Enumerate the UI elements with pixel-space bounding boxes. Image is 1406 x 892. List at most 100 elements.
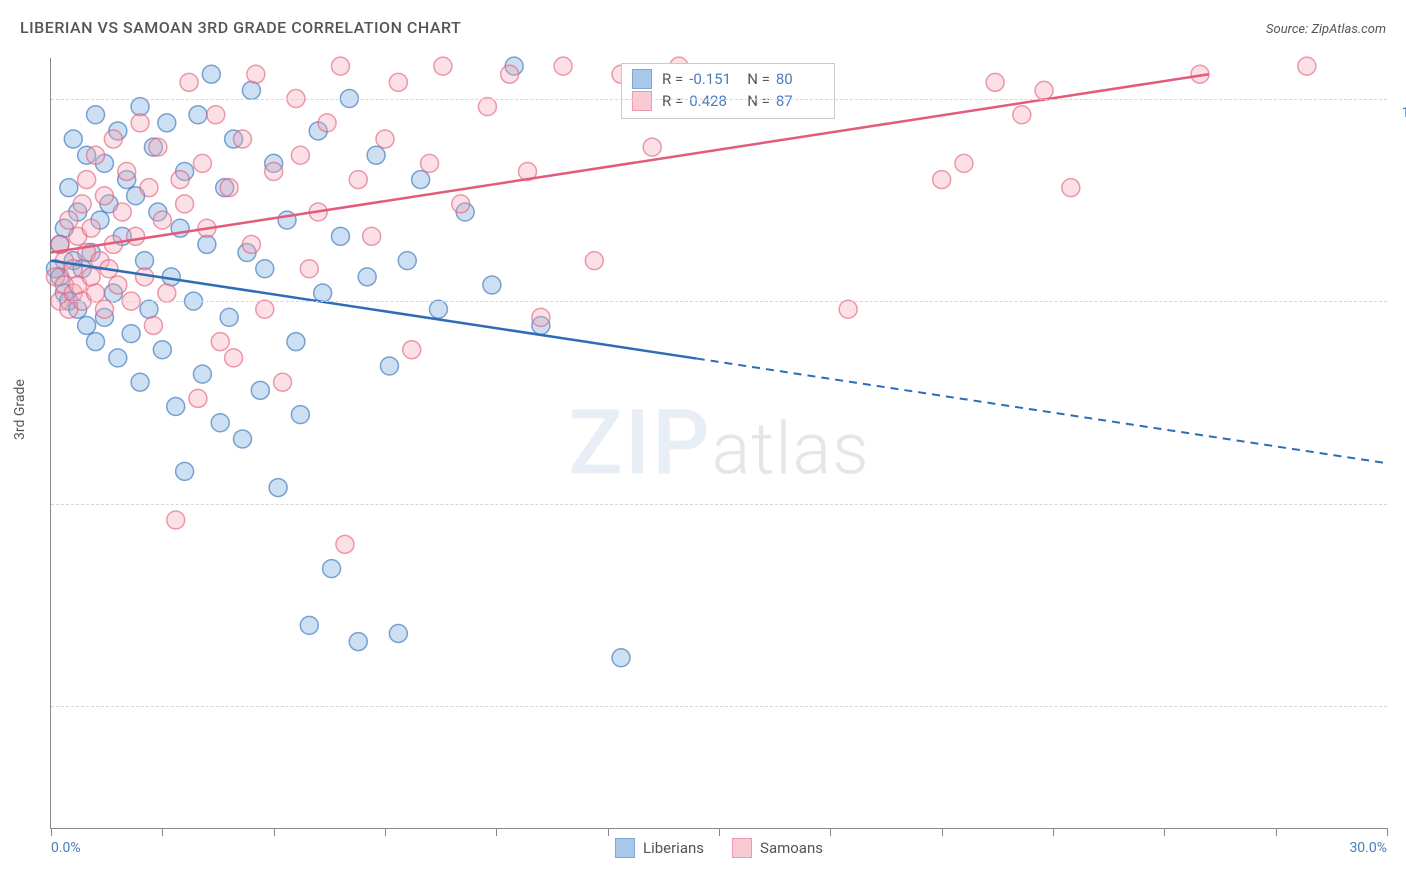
correlation-legend: R =-0.151N =80R =0.428N =87 [621, 63, 835, 119]
data-point [278, 211, 296, 229]
data-point [140, 300, 158, 318]
data-point [256, 260, 274, 278]
data-point [242, 81, 260, 99]
data-point [532, 308, 550, 326]
x-tick [1164, 828, 1165, 836]
data-point [242, 235, 260, 253]
data-point [318, 114, 336, 132]
data-point [300, 616, 318, 634]
data-point [153, 341, 171, 359]
x-tick-label: 0.0% [51, 840, 81, 856]
data-point [87, 284, 105, 302]
data-point [104, 130, 122, 148]
data-point [300, 260, 318, 278]
legend-n-label: N = [747, 90, 770, 112]
data-point [955, 154, 973, 172]
x-tick [496, 828, 497, 836]
data-point [291, 146, 309, 164]
data-point [220, 179, 238, 197]
legend-r-label: R = [662, 68, 683, 90]
data-point [452, 195, 470, 213]
data-point [839, 300, 857, 318]
x-tick [385, 828, 386, 836]
data-point [225, 349, 243, 367]
x-tick [1387, 828, 1388, 836]
data-point [176, 462, 194, 480]
data-point [193, 365, 211, 383]
legend-swatch [632, 91, 652, 111]
data-point [122, 325, 140, 343]
data-point [233, 430, 251, 448]
x-tick-label: 30.0% [1349, 840, 1387, 856]
data-point [274, 373, 292, 391]
data-point [478, 98, 496, 116]
data-point [198, 235, 216, 253]
x-tick [1053, 828, 1054, 836]
data-point [131, 98, 149, 116]
data-point [153, 211, 171, 229]
data-point [265, 162, 283, 180]
y-axis-label: 3rd Grade [12, 379, 28, 440]
data-point [113, 203, 131, 221]
data-point [367, 146, 385, 164]
x-tick [274, 828, 275, 836]
data-point [82, 268, 100, 286]
legend-r-value: -0.151 [689, 68, 737, 90]
data-point [202, 65, 220, 83]
data-point [189, 106, 207, 124]
data-point [158, 114, 176, 132]
data-point [1013, 106, 1031, 124]
data-point [349, 171, 367, 189]
data-point [331, 57, 349, 75]
data-point [363, 227, 381, 245]
y-tick-label: 100.0% [1392, 105, 1406, 121]
y-tick-label: 97.5% [1392, 307, 1406, 323]
data-point [167, 511, 185, 529]
data-point [149, 138, 167, 156]
data-point [314, 284, 332, 302]
data-point [986, 73, 1004, 91]
legend-row: R =-0.151N =80 [632, 68, 824, 90]
data-point [483, 276, 501, 294]
x-tick [830, 828, 831, 836]
series-legend: LiberiansSamoans [615, 838, 823, 858]
data-point [78, 316, 96, 334]
data-point [612, 649, 630, 667]
data-point [251, 381, 269, 399]
data-point [171, 171, 189, 189]
data-point [358, 268, 376, 286]
data-point [412, 171, 430, 189]
source-value: ZipAtlas.com [1311, 22, 1386, 37]
data-point [389, 73, 407, 91]
data-point [220, 308, 238, 326]
x-tick [162, 828, 163, 836]
trend-line-extrapolated [697, 359, 1387, 464]
data-point [109, 276, 127, 294]
series-legend-label: Samoans [760, 839, 823, 857]
legend-swatch [632, 69, 652, 89]
x-tick [719, 828, 720, 836]
data-point [323, 560, 341, 578]
data-point [429, 300, 447, 318]
data-point [398, 252, 416, 270]
chart-title: LIBERIAN VS SAMOAN 3RD GRADE CORRELATION… [20, 18, 461, 37]
data-point [331, 227, 349, 245]
data-point [554, 57, 572, 75]
gridline [51, 99, 1387, 100]
data-point [158, 284, 176, 302]
data-point [287, 333, 305, 351]
y-tick-label: 95.0% [1392, 510, 1406, 526]
data-point [403, 341, 421, 359]
data-point [87, 146, 105, 164]
gridline [51, 706, 1387, 707]
data-point [421, 154, 439, 172]
data-point [585, 252, 603, 270]
data-point [389, 624, 407, 642]
source-citation: Source: ZipAtlas.com [1266, 22, 1386, 37]
legend-r-value: 0.428 [689, 90, 737, 112]
data-point [501, 65, 519, 83]
data-point [82, 219, 100, 237]
data-point [336, 535, 354, 553]
data-point [211, 414, 229, 432]
data-point [95, 187, 113, 205]
